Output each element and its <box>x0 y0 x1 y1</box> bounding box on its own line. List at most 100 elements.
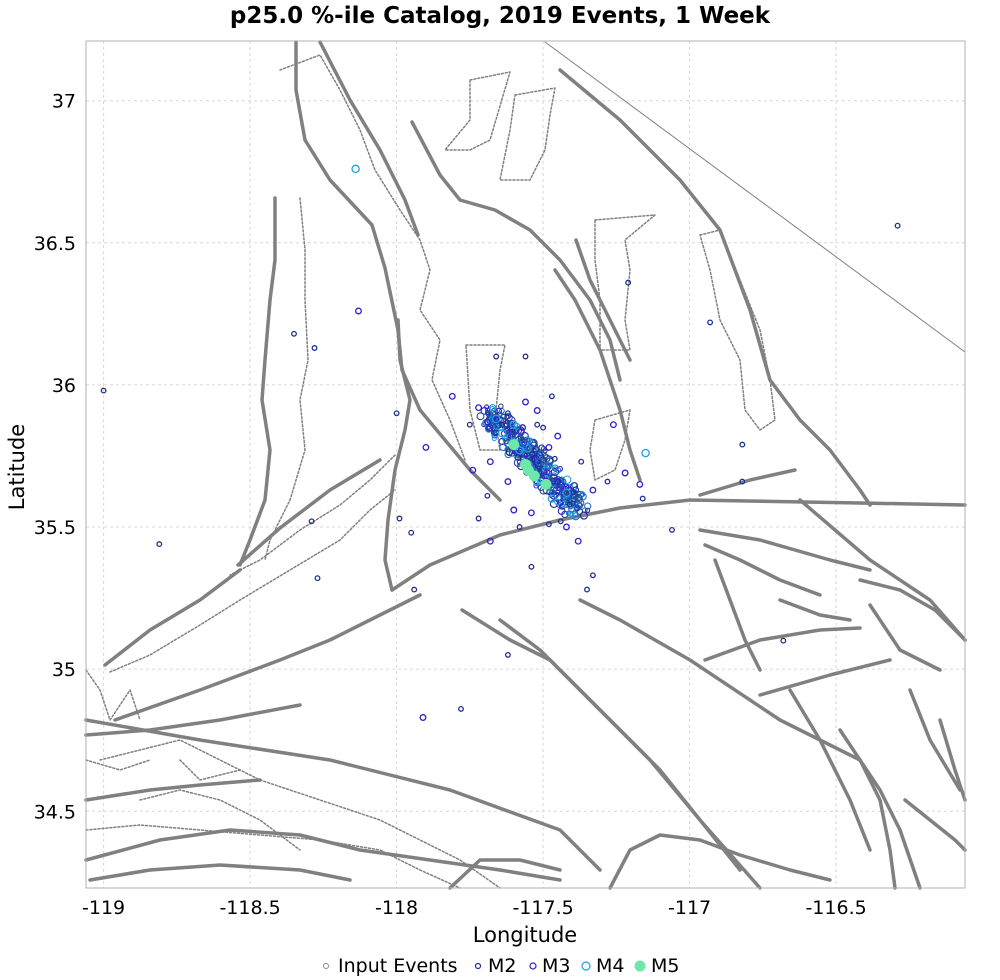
event-marker-m2 <box>534 421 541 428</box>
fault-line <box>713 558 762 672</box>
event-marker <box>476 412 485 421</box>
fault-line <box>85 669 141 721</box>
event-marker-m4 <box>509 420 519 429</box>
fault-line <box>698 528 872 572</box>
event-marker <box>509 425 516 433</box>
event-marker-m3 <box>621 469 629 477</box>
event-marker-m3 <box>533 407 541 414</box>
event-marker-m2 <box>545 521 552 528</box>
fault-line <box>139 789 301 851</box>
legend-label-input-events: Input Events <box>338 955 458 977</box>
event-marker <box>584 502 592 510</box>
event-marker <box>545 469 552 476</box>
event-marker-m4 <box>351 164 360 174</box>
legend-marker-m2 <box>474 962 482 970</box>
event-marker-m2 <box>566 501 573 508</box>
event-marker <box>484 404 490 410</box>
event-marker <box>539 456 547 464</box>
event-marker <box>584 507 591 513</box>
event-marker-m2 <box>551 455 558 462</box>
event-marker-m4 <box>562 488 571 498</box>
fault-line <box>390 498 967 592</box>
event-marker <box>508 432 516 440</box>
fault-line <box>578 598 862 762</box>
event-marker <box>554 498 561 506</box>
event-marker <box>505 448 514 457</box>
event-marker <box>499 443 508 452</box>
fault-line <box>383 318 412 592</box>
fault-line <box>318 40 420 237</box>
event-marker-m2 <box>396 515 403 522</box>
fault-line <box>589 409 631 481</box>
event-marker-m3 <box>448 392 456 400</box>
fault-line <box>103 568 242 667</box>
fault-line <box>798 498 967 642</box>
chart-title: p25.0 %-ile Catalog, 2019 Events, 1 Week <box>230 3 771 29</box>
fault-line <box>938 718 967 802</box>
event-marker-m3 <box>486 458 494 466</box>
fault-line <box>608 833 832 890</box>
legend-label-m5: M5 <box>651 955 679 977</box>
y-tick-label: 36.5 <box>34 233 76 255</box>
event-marker <box>500 413 506 420</box>
event-marker-m2 <box>291 330 297 337</box>
event-marker-m4 <box>641 448 650 458</box>
event-marker <box>576 502 584 510</box>
fault-line <box>699 229 776 431</box>
event-marker-m3 <box>469 466 477 474</box>
event-marker-m3 <box>636 480 644 488</box>
y-axis-label: Latitude <box>5 424 29 510</box>
x-tick-label: -117.5 <box>512 897 573 919</box>
fault-line <box>778 598 852 622</box>
event-marker-m2 <box>408 529 415 536</box>
event-marker-m3 <box>519 424 527 432</box>
event-marker-m2 <box>504 410 511 417</box>
fault-line <box>264 197 309 561</box>
event-marker-m2 <box>522 353 529 360</box>
legend-label-m4: M4 <box>596 955 624 977</box>
event-marker <box>515 449 521 456</box>
event-marker-m2 <box>528 563 535 570</box>
event-marker <box>534 462 542 469</box>
y-tick-label: 34.5 <box>34 801 76 823</box>
event-marker-m4 <box>547 494 557 503</box>
event-marker-m2 <box>578 458 585 465</box>
event-marker-m3 <box>527 509 535 517</box>
event-marker <box>549 473 558 483</box>
event-marker-m2 <box>504 651 511 658</box>
fault-line <box>236 458 382 567</box>
fault-line <box>113 593 422 722</box>
event-marker <box>556 477 565 486</box>
event-marker-m2 <box>499 421 506 428</box>
event-marker <box>511 426 519 434</box>
event-marker <box>485 411 491 417</box>
event-marker <box>535 458 543 466</box>
fault-line <box>703 543 822 597</box>
x-tick-label: -118.5 <box>219 897 280 919</box>
event-marker-m3 <box>419 714 427 721</box>
x-tick-label: -117 <box>668 897 711 919</box>
event-marker-m2 <box>493 353 500 360</box>
event-marker <box>564 490 570 497</box>
x-tick-label: -119 <box>82 897 125 919</box>
event-marker <box>491 431 499 439</box>
event-marker-m2 <box>584 586 590 593</box>
event-marker-m2 <box>669 526 675 533</box>
event-marker <box>503 428 510 435</box>
plot-frame <box>85 40 966 889</box>
event-marker-m2 <box>639 495 646 502</box>
event-marker-m2 <box>707 319 714 326</box>
event-marker <box>566 497 573 505</box>
y-tick-label: 35.5 <box>34 517 76 539</box>
event-marker <box>493 424 500 430</box>
event-marker <box>572 486 580 494</box>
fault-line <box>294 40 502 502</box>
fault-lines <box>84 40 967 890</box>
data-points <box>100 164 901 721</box>
event-marker-m3 <box>483 418 491 426</box>
legend-marker-m3 <box>529 962 537 970</box>
fault-line <box>84 828 562 882</box>
event-marker <box>528 446 537 454</box>
event-marker <box>524 436 532 444</box>
